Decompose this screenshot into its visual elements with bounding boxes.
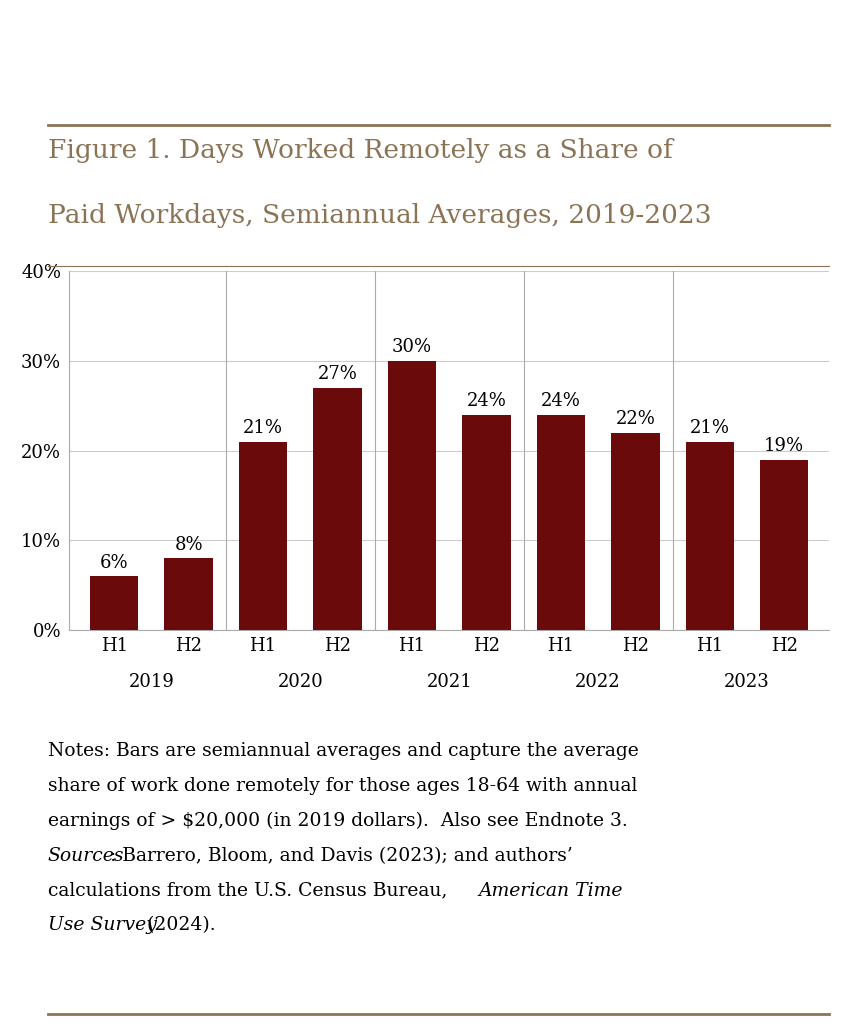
- Text: Sources: Sources: [48, 847, 124, 865]
- Text: Figure 1. Days Worked Remotely as a Share of: Figure 1. Days Worked Remotely as a Shar…: [48, 138, 673, 163]
- Text: 27%: 27%: [318, 366, 358, 383]
- Text: 24%: 24%: [541, 392, 581, 411]
- Text: 19%: 19%: [764, 437, 805, 455]
- Text: 21%: 21%: [690, 419, 730, 437]
- Text: 30%: 30%: [391, 339, 432, 356]
- Bar: [536, 415, 585, 630]
- Bar: [686, 441, 734, 630]
- Text: Paid Workdays, Semiannual Averages, 2019-2023: Paid Workdays, Semiannual Averages, 2019…: [48, 203, 712, 227]
- Text: 2021: 2021: [426, 673, 472, 691]
- Text: : Barrero, Bloom, and Davis (2023); and authors’: : Barrero, Bloom, and Davis (2023); and …: [110, 847, 573, 865]
- Bar: [463, 415, 510, 630]
- Bar: [90, 575, 138, 630]
- Bar: [760, 460, 808, 630]
- Text: 2022: 2022: [575, 673, 621, 691]
- Text: calculations from the U.S. Census Bureau,: calculations from the U.S. Census Bureau…: [48, 882, 453, 900]
- Text: Use Survey: Use Survey: [48, 916, 156, 935]
- Text: (2024).: (2024).: [141, 916, 216, 935]
- Bar: [611, 432, 660, 630]
- Bar: [239, 441, 287, 630]
- Text: Notes: Bars are semiannual averages and capture the average: Notes: Bars are semiannual averages and …: [48, 742, 639, 761]
- Bar: [388, 361, 436, 630]
- Text: 22%: 22%: [615, 411, 655, 428]
- Text: 2019: 2019: [128, 673, 174, 691]
- Text: 2020: 2020: [278, 673, 323, 691]
- Text: 8%: 8%: [174, 536, 203, 554]
- Text: 6%: 6%: [100, 554, 128, 571]
- Text: 2023: 2023: [724, 673, 770, 691]
- Text: earnings of > $20,000 (in 2019 dollars).  Also see Endnote 3.: earnings of > $20,000 (in 2019 dollars).…: [48, 812, 628, 830]
- Text: American Time: American Time: [478, 882, 622, 900]
- Text: 21%: 21%: [243, 419, 283, 437]
- Text: 24%: 24%: [466, 392, 506, 411]
- Bar: [164, 558, 213, 630]
- Text: share of work done remotely for those ages 18-64 with annual: share of work done remotely for those ag…: [48, 777, 637, 796]
- Bar: [313, 388, 362, 630]
